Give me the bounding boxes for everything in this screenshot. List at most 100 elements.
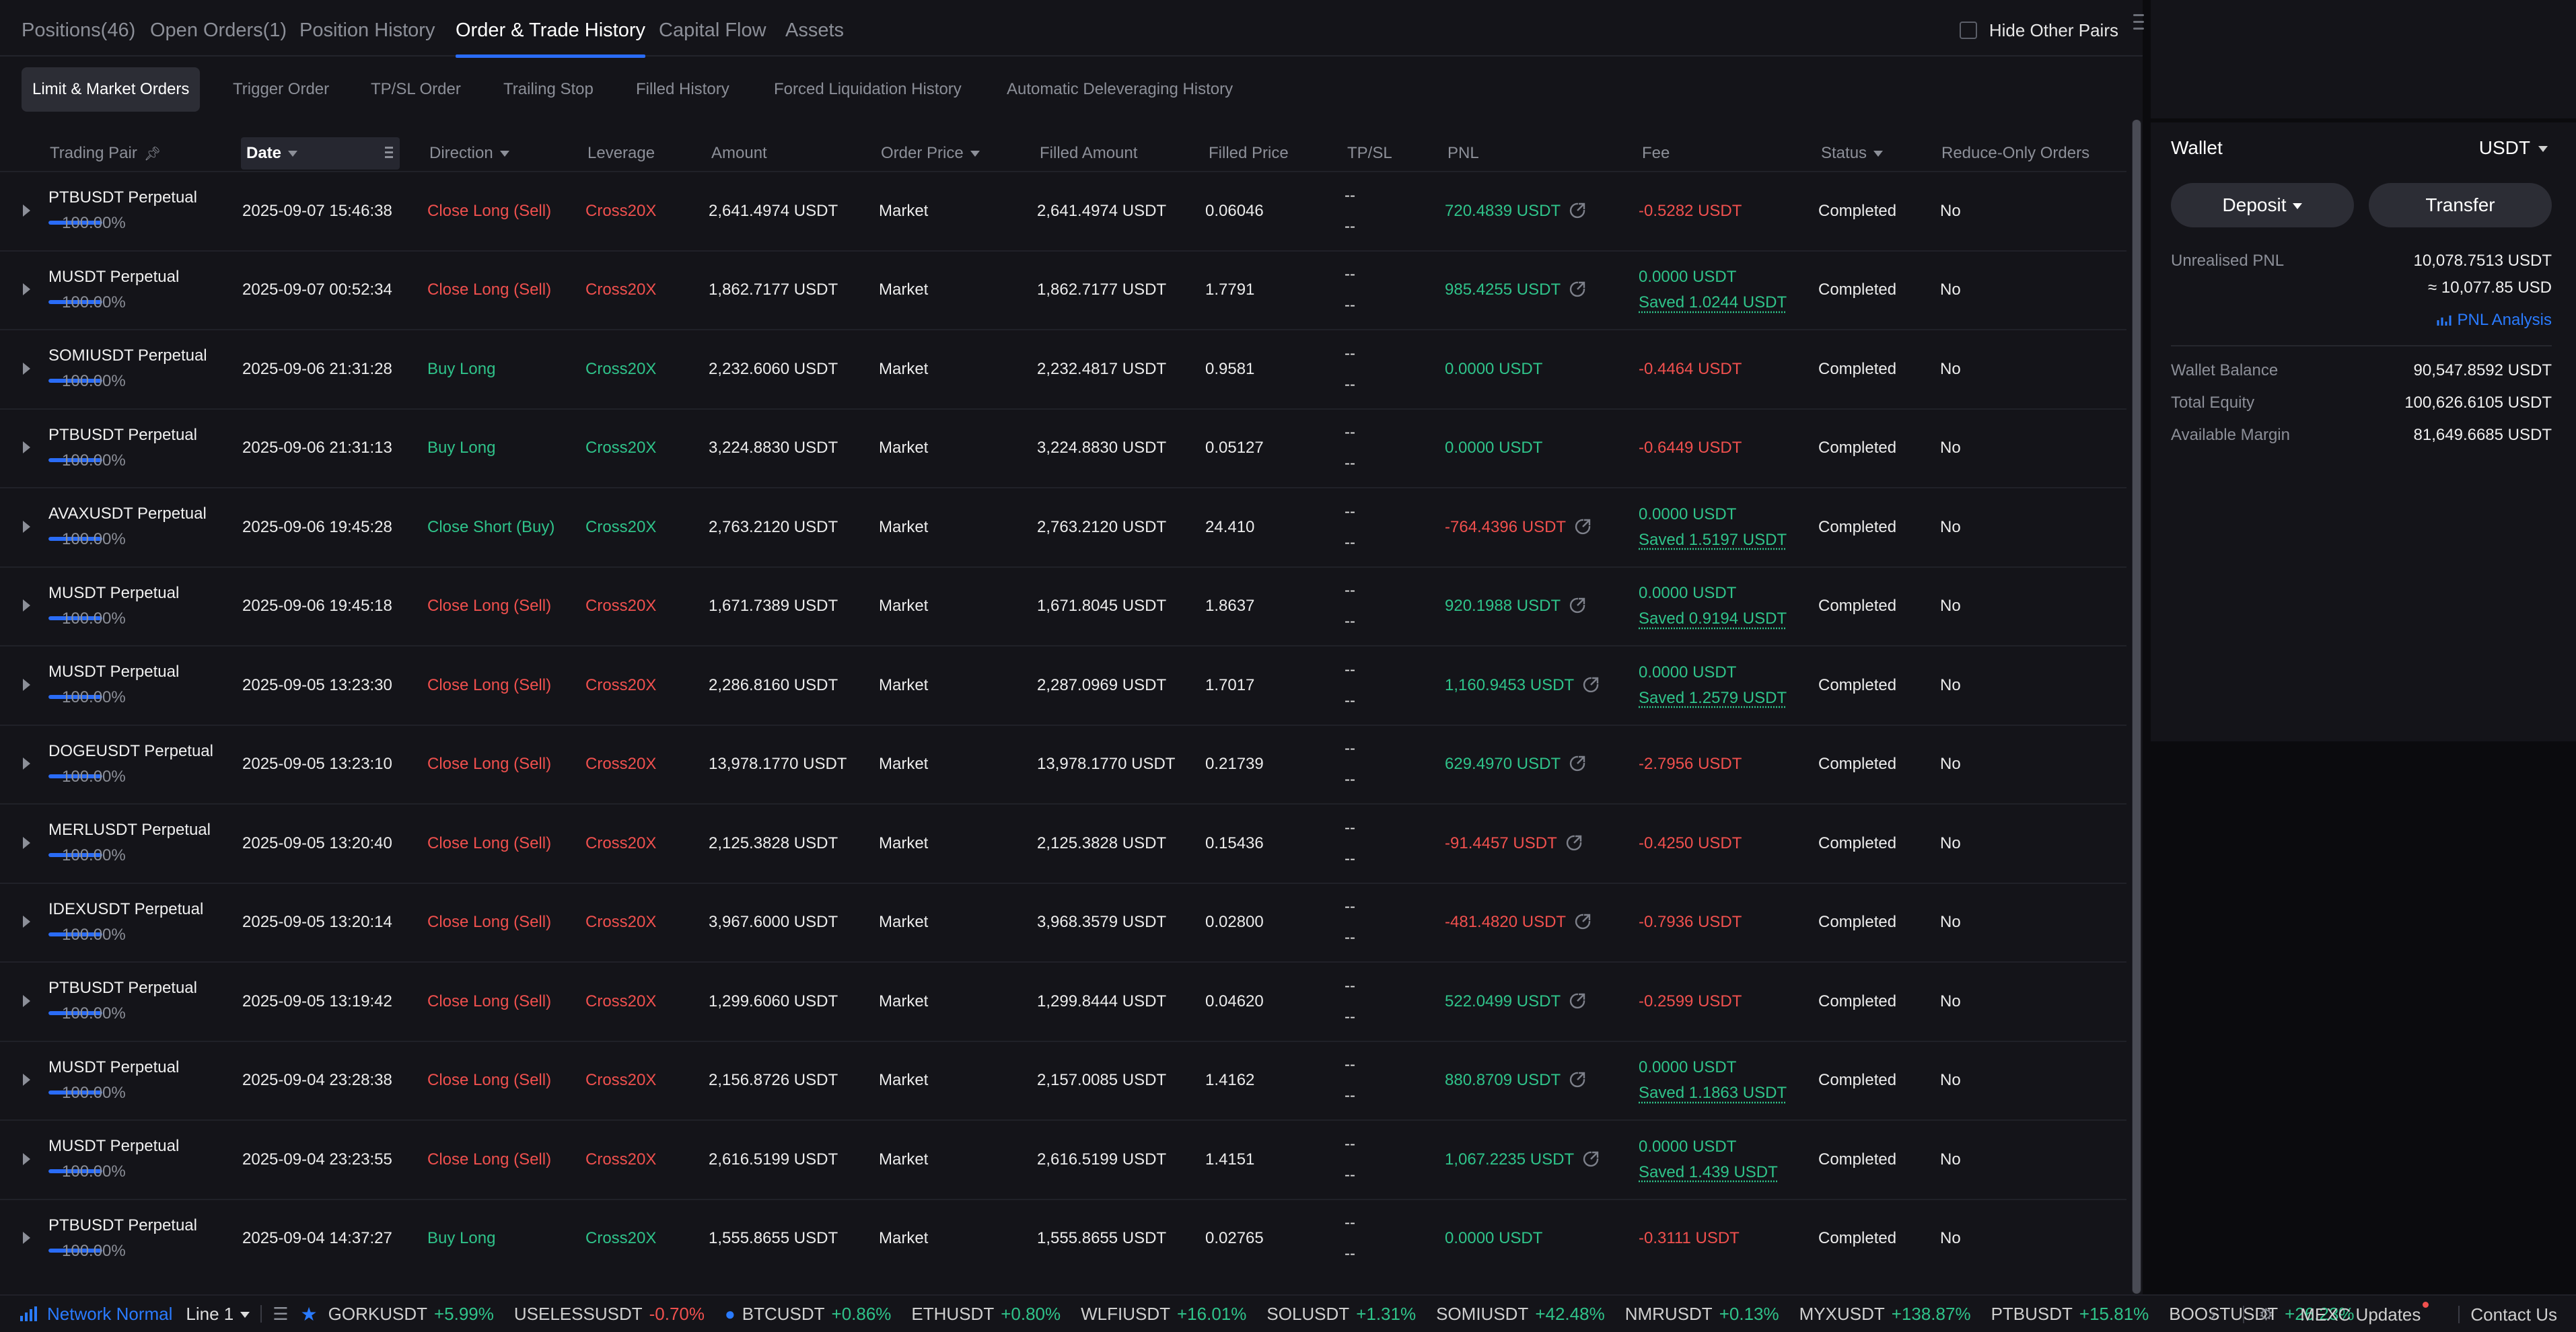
mexc-updates-link[interactable]: MEXC Updates xyxy=(2300,1301,2429,1325)
share-icon[interactable] xyxy=(1582,676,1600,694)
fee-saved[interactable]: Saved 1.5197 USDT xyxy=(1639,530,1787,549)
trading-pair[interactable]: PTBUSDT Perpetual xyxy=(48,188,197,207)
expand-arrow-icon[interactable] xyxy=(23,520,30,533)
trading-pair[interactable]: PTBUSDT Perpetual xyxy=(48,979,197,997)
deposit-button[interactable]: Deposit xyxy=(2171,183,2354,227)
subtab-tpsl-order[interactable]: TP/SL Order xyxy=(371,80,461,98)
trading-pair[interactable]: AVAXUSDT Perpetual xyxy=(48,505,207,523)
line-select[interactable]: Line 1 xyxy=(186,1304,250,1325)
share-icon[interactable] xyxy=(1565,834,1583,852)
ticker-item[interactable]: ● BTCUSDT +0.86% xyxy=(725,1304,891,1325)
ticker-item[interactable]: BOOSTUSDT +26.23% xyxy=(2169,1304,2354,1325)
subtab-forced-liquidation-history[interactable]: Forced Liquidation History xyxy=(774,80,962,98)
expand-arrow-icon[interactable] xyxy=(23,916,30,928)
trading-pair[interactable]: DOGEUSDT Perpetual xyxy=(48,741,213,760)
tab-open-orders[interactable]: Open Orders(1) xyxy=(150,20,287,41)
table-row[interactable]: AVAXUSDT Perpetual 100.00% 2025-09-06 19… xyxy=(0,487,2126,566)
table-row[interactable]: PTBUSDT Perpetual 100.00% 2025-09-07 15:… xyxy=(0,171,2126,250)
share-icon[interactable] xyxy=(1569,281,1586,298)
expand-arrow-icon[interactable] xyxy=(23,678,30,691)
ticker-item[interactable]: USELESSUSDT -0.70% xyxy=(514,1304,705,1325)
contact-us-link[interactable]: Contact Us xyxy=(2470,1304,2557,1325)
table-row[interactable]: DOGEUSDT Perpetual 100.00% 2025-09-05 13… xyxy=(0,724,2126,804)
trading-pair[interactable]: IDEXUSDT Perpetual xyxy=(48,899,204,918)
col-order-price[interactable]: Order Price xyxy=(881,137,980,170)
fee-saved[interactable]: Saved 1.1863 USDT xyxy=(1639,1084,1787,1103)
col-date[interactable]: Date xyxy=(241,137,400,170)
scrollbar-thumb[interactable] xyxy=(2133,120,2141,1294)
share-icon[interactable] xyxy=(1569,755,1586,772)
trading-pair[interactable]: PTBUSDT Perpetual xyxy=(48,1216,197,1234)
list-icon[interactable]: ☰ xyxy=(273,1303,289,1324)
pin-icon[interactable]: 📌︎ xyxy=(143,147,162,161)
ticker-item[interactable]: WLFIUSDT +16.01% xyxy=(1081,1304,1246,1325)
more-menu-icon[interactable] xyxy=(2133,9,2144,34)
trading-pair[interactable]: PTBUSDT Perpetual xyxy=(48,425,197,444)
trading-pair[interactable]: MUSDT Perpetual xyxy=(48,267,180,286)
expand-arrow-icon[interactable] xyxy=(23,994,30,1007)
column-drag-icon[interactable] xyxy=(385,147,393,161)
expand-arrow-icon[interactable] xyxy=(23,362,30,375)
subtab-automatic-deleveraging-history[interactable]: Automatic Deleveraging History xyxy=(1007,80,1233,98)
fee-saved[interactable]: Saved 1.439 USDT xyxy=(1639,1162,1778,1181)
share-icon[interactable] xyxy=(1574,913,1591,930)
table-row[interactable]: SOMIUSDT Perpetual 100.00% 2025-09-06 21… xyxy=(0,329,2126,408)
trading-pair[interactable]: SOMIUSDT Perpetual xyxy=(48,346,207,365)
expand-arrow-icon[interactable] xyxy=(23,599,30,612)
ticker-item[interactable]: MYXUSDT +138.87% xyxy=(1799,1304,1971,1325)
table-row[interactable]: PTBUSDT Perpetual 100.00% 2025-09-05 13:… xyxy=(0,961,2126,1041)
table-row[interactable]: MUSDT Perpetual 100.00% 2025-09-04 23:23… xyxy=(0,1119,2126,1199)
ticker-item[interactable]: ETHUSDT +0.80% xyxy=(911,1304,1061,1325)
tab-position-history[interactable]: Position History xyxy=(299,20,435,41)
expand-arrow-icon[interactable] xyxy=(23,441,30,454)
table-row[interactable]: MUSDT Perpetual 100.00% 2025-09-05 13:23… xyxy=(0,645,2126,725)
expand-arrow-icon[interactable] xyxy=(23,757,30,770)
ticker-item[interactable]: SOLUSDT +1.31% xyxy=(1266,1304,1416,1325)
subtab-trailing-stop[interactable]: Trailing Stop xyxy=(503,80,594,98)
tab-positions[interactable]: Positions(46) xyxy=(22,20,136,41)
trading-pair[interactable]: MUSDT Perpetual xyxy=(48,1137,180,1155)
share-icon[interactable] xyxy=(1574,518,1591,535)
table-row[interactable]: MUSDT Perpetual 100.00% 2025-09-07 00:52… xyxy=(0,250,2126,330)
fee-saved[interactable]: Saved 1.2579 USDT xyxy=(1639,688,1787,707)
share-icon[interactable] xyxy=(1569,202,1586,219)
ticker-item[interactable]: SOMIUSDT +42.48% xyxy=(1436,1304,1605,1325)
trading-pair[interactable]: MUSDT Perpetual xyxy=(48,583,180,602)
star-icon[interactable]: ★ xyxy=(300,1303,318,1325)
expand-arrow-icon[interactable] xyxy=(23,836,30,849)
share-icon[interactable] xyxy=(1569,597,1586,614)
col-direction[interactable]: Direction xyxy=(429,137,509,170)
ticker-item[interactable]: PTBUSDT +15.81% xyxy=(1991,1304,2149,1325)
subtab-limit-market-orders[interactable]: Limit & Market Orders xyxy=(22,67,201,112)
fee-saved[interactable]: Saved 0.9194 USDT xyxy=(1639,609,1787,628)
share-icon[interactable] xyxy=(1582,1150,1600,1168)
chevron-right-icon[interactable]: › xyxy=(2209,1304,2216,1325)
table-row[interactable]: MERLUSDT Perpetual 100.00% 2025-09-05 13… xyxy=(0,803,2126,883)
expand-arrow-icon[interactable] xyxy=(23,1074,30,1086)
ticker-item[interactable]: GORKUSDT +5.99% xyxy=(328,1304,494,1325)
hide-other-pairs-checkbox[interactable] xyxy=(1959,22,1977,39)
table-row[interactable]: MUSDT Perpetual 100.00% 2025-09-04 23:28… xyxy=(0,1040,2126,1120)
network-status[interactable]: Network Normal xyxy=(20,1304,172,1325)
share-icon[interactable] xyxy=(1569,1071,1586,1088)
table-row[interactable]: IDEXUSDT Perpetual 100.00% 2025-09-05 13… xyxy=(0,882,2126,962)
wallet-currency-select[interactable]: USDT xyxy=(2479,137,2548,159)
fee-saved[interactable]: Saved 1.0244 USDT xyxy=(1639,293,1787,312)
col-status[interactable]: Status xyxy=(1821,137,1884,170)
trading-pair[interactable]: MERLUSDT Perpetual xyxy=(48,821,211,839)
pnl-analysis-link[interactable]: PNL Analysis xyxy=(2437,311,2552,330)
subtab-filled-history[interactable]: Filled History xyxy=(636,80,729,98)
settings-sliders-icon[interactable]: ⚙ xyxy=(2258,1305,2274,1324)
ticker-item[interactable]: NMRUSDT +0.13% xyxy=(1625,1304,1779,1325)
expand-arrow-icon[interactable] xyxy=(23,283,30,296)
tab-assets[interactable]: Assets xyxy=(785,20,845,41)
tab-order-trade-history[interactable]: Order & Trade History xyxy=(456,0,646,58)
trading-pair[interactable]: MUSDT Perpetual xyxy=(48,1058,180,1076)
expand-arrow-icon[interactable] xyxy=(23,1232,30,1245)
table-row[interactable]: PTBUSDT Perpetual 100.00% 2025-09-06 21:… xyxy=(0,408,2126,488)
subtab-trigger-order[interactable]: Trigger Order xyxy=(233,80,330,98)
trading-pair[interactable]: MUSDT Perpetual xyxy=(48,663,180,681)
table-row[interactable]: PTBUSDT Perpetual 100.00% 2025-09-04 14:… xyxy=(0,1198,2126,1278)
expand-arrow-icon[interactable] xyxy=(23,204,30,217)
transfer-button[interactable]: Transfer xyxy=(2369,183,2552,227)
